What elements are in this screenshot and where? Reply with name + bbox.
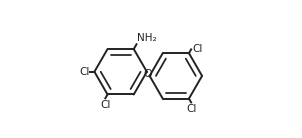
Text: Cl: Cl [79, 67, 89, 77]
Text: Cl: Cl [101, 100, 111, 110]
Text: Cl: Cl [187, 104, 197, 114]
Text: Cl: Cl [192, 44, 203, 54]
Text: NH₂: NH₂ [137, 33, 157, 43]
Text: O: O [144, 69, 153, 79]
